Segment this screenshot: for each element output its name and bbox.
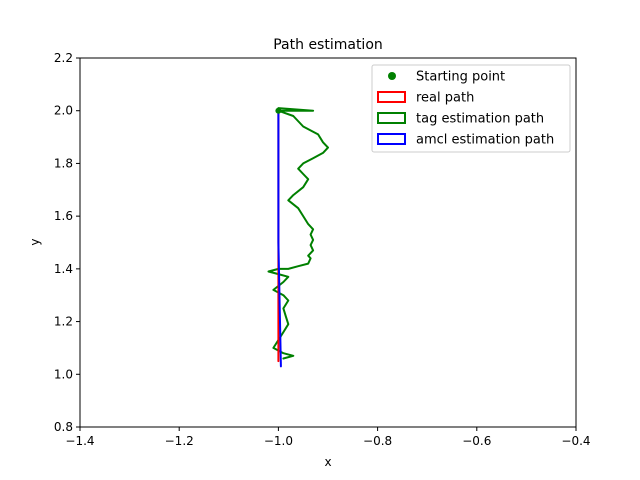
legend-box xyxy=(371,64,571,153)
legend-tag-path-swatch xyxy=(377,112,406,124)
legend: Starting point real path tag estimation … xyxy=(371,64,571,153)
y-tick-label: 2.0 xyxy=(54,104,73,118)
y-tick-label: 2.2 xyxy=(54,51,73,65)
plot-series xyxy=(267,107,329,368)
x-tick-label: −1.2 xyxy=(165,434,194,448)
x-axis-label: x xyxy=(324,455,331,469)
y-axis-label: y xyxy=(28,238,42,245)
chart-title: Path estimation xyxy=(273,37,383,53)
x-axis-ticks: −1.4 −1.2 −1.0 −0.8 −0.6 −0.4 xyxy=(65,427,591,448)
plot-frame xyxy=(79,57,577,428)
legend-starting-point-marker xyxy=(388,72,396,80)
x-tick-label: −0.6 xyxy=(462,434,491,448)
x-tick-label: −1.0 xyxy=(264,434,293,448)
y-tick-label: 1.8 xyxy=(54,156,73,170)
y-tick-label: 0.8 xyxy=(54,420,73,434)
legend-amcl-path-swatch xyxy=(377,133,406,145)
x-tick-label: −1.4 xyxy=(65,434,94,448)
legend-starting-point-label: Starting point xyxy=(416,70,505,85)
starting-point-marker xyxy=(275,107,282,114)
legend-real-path-label: real path xyxy=(416,91,474,106)
legend-real-path-swatch xyxy=(377,91,406,103)
y-tick-label: 1.0 xyxy=(54,367,73,381)
legend-tag-path-label: tag estimation path xyxy=(416,112,544,127)
x-tick-label: −0.4 xyxy=(561,434,590,448)
x-tick-label: −0.8 xyxy=(363,434,392,448)
y-tick-label: 1.6 xyxy=(54,209,73,223)
amcl-estimation-path-line xyxy=(277,109,282,368)
tag-estimation-path-line xyxy=(267,107,329,360)
y-tick-label: 1.2 xyxy=(54,315,73,329)
y-axis-ticks: 0.8 1.0 1.2 1.4 1.6 1.8 2.0 2.2 xyxy=(54,51,80,434)
legend-amcl-path-label: amcl estimation path xyxy=(416,133,554,148)
y-tick-label: 1.4 xyxy=(54,262,73,276)
